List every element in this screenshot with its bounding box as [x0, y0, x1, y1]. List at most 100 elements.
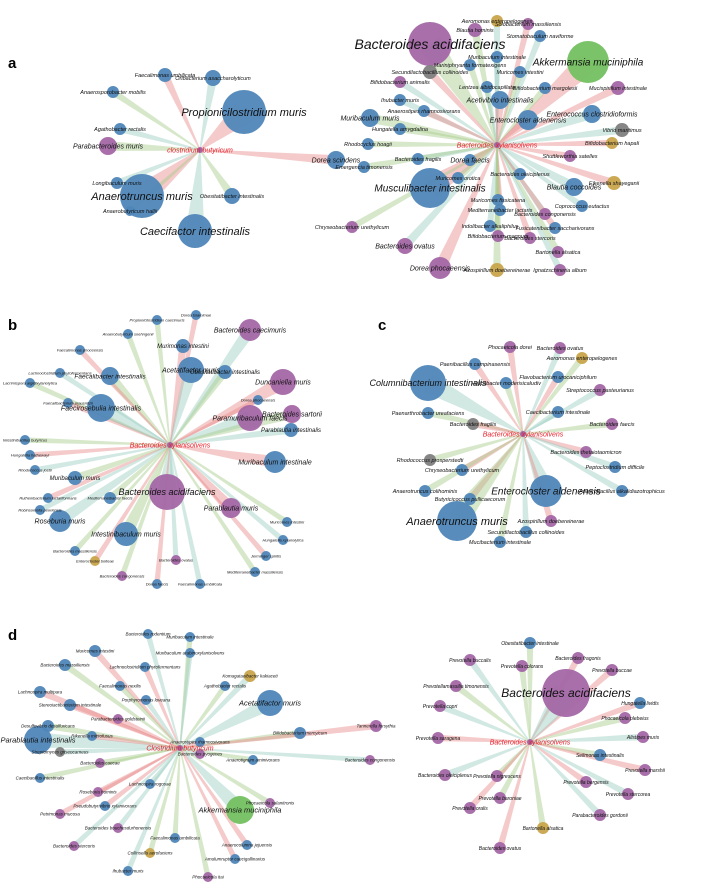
- panel-label-b: b: [8, 317, 17, 334]
- edge-muribaculum-arabinoxylanisolvens: [179, 652, 193, 749]
- node-label-muricomes-fissicatena: Muricomes fissicatena: [471, 198, 525, 204]
- node-mariniphryanta-formatexigens: [464, 59, 476, 71]
- hub-node-bacteroides-xylanisolvens: [167, 442, 173, 448]
- node-anaerobutyricum-hallii: [125, 206, 135, 216]
- node-label-bacteroides-oleiciplenus: Bacteroides oleiciplenus: [418, 773, 472, 779]
- node-aeromonas-enteropelogenes: [576, 352, 588, 364]
- node-label-bacteroides-ovatus: Bacteroides ovatus: [537, 346, 584, 352]
- edge-faecalibacter-intestinalis: [106, 372, 171, 446]
- node-label-enterocloster-aldenensis: Enterocloster aldenensis: [491, 487, 601, 498]
- node-anaerotruncus-muris: [437, 501, 477, 541]
- node-label-bacteroides-bouchesdurhonensis: Bacteroides bouchesdurhonensis: [85, 826, 152, 831]
- edge-columnibacterium-intestinalis: [423, 374, 524, 435]
- edge-bacteroides-massiliensis: [72, 444, 171, 553]
- node-label-anaerotignum-aminivorans: Anaerotignum aminivorans: [225, 758, 280, 763]
- node-dorea-faecis: [464, 154, 476, 166]
- edge-faecalimonas-umbilicata: [161, 73, 201, 151]
- node-label-obesitatibacter-intestinale: Obesitatibacter intestinale: [501, 641, 559, 647]
- node-anaerobacillus-alkalidiazotrophicus: [616, 485, 628, 497]
- node-label-azospirillum-doebereinerae: Azospirillum doebereinerae: [517, 519, 585, 525]
- node-prevotella-oralis: [464, 802, 476, 814]
- edge-bacteroides-rodentium: [145, 633, 181, 749]
- node-label-bacteroides-ovatus: Bacteroides ovatus: [479, 846, 522, 852]
- edge-ruthenibacterium-lactatiformans: [46, 444, 171, 501]
- edge-caecibacterium-intestinale: [522, 409, 560, 435]
- node-streptococcus-pasteurianus: [594, 384, 606, 396]
- node-label-agathobacter-rectalis: Agathobacter rectalis: [203, 684, 247, 689]
- node-label-muribaculum-intestinale: Muribaculum intestinale: [238, 459, 312, 466]
- node-label-prevotella-buccalis: Prevotella buccalis: [449, 658, 491, 664]
- edge-shuttleworthia-satelles: [496, 144, 571, 160]
- node-label-pseudobutyrivibrio-xylanivorans: Pseudobutyrivibrio xylanivorans: [73, 804, 137, 809]
- node-label-bifidobacterium-margolesii: Bifidobacterium margolesii: [513, 86, 578, 92]
- node-jerminger-spiritis: [261, 551, 271, 561]
- edge-muribaculum-intestinale: [179, 636, 193, 749]
- node-label-azospirillum-doebereinerae: Azospirillum doebereinerae: [463, 268, 531, 274]
- node-rikenella-microfusus: [87, 731, 97, 741]
- node-bartonella-alsatica: [537, 822, 549, 834]
- edge-anaerobutyricum-soehngenii: [125, 333, 171, 446]
- edge-anaerotruncus-colihominis: [423, 433, 524, 494]
- node-label-muribaculum-intestinale: Muribaculum intestinale: [468, 55, 526, 61]
- panel-label-c: c: [378, 317, 386, 334]
- node-parablautia-intestinalis: [284, 423, 298, 437]
- node-label-streptococcus-pasteurianus: Streptococcus pasteurianus: [566, 388, 634, 394]
- node-hungatella-xylanolytica: [278, 535, 288, 545]
- node-label-parabacteroides-gordonii: Parabacteroides gordonii: [572, 813, 628, 819]
- node-chryseobacterium-urethylicum: [346, 221, 358, 233]
- edge-bacteroides-stercoris: [496, 144, 534, 240]
- edge-prevotella-baroniae: [497, 741, 531, 800]
- node-hungatella-lividis: [634, 697, 646, 709]
- edge-parablautia-intestinalis: [37, 732, 181, 749]
- node-label-chryseobacterium-urethylicum: Chryseobacterium urethylicum: [315, 225, 390, 231]
- edge-roseburia-hominis: [96, 747, 181, 795]
- edge-prevotella-bergensis: [529, 741, 588, 785]
- node-phocaeicola-salanitronis: [265, 798, 275, 808]
- node-helicobacter-moderisicaludiv: [500, 377, 512, 389]
- node-blautia-hominis: [468, 23, 482, 37]
- edge-mediterraneibacter-massiliensis: [169, 444, 258, 574]
- node-lacrimispora-algidixylanolytica: [25, 378, 35, 388]
- edge-bartonella-alsatica: [529, 741, 547, 829]
- edge-acetatifactor-muris: [169, 368, 198, 446]
- node-flavobacterium-urocaniciphilum: [552, 371, 564, 383]
- node-label-hungatella-lividis: Hungatella lividis: [621, 701, 659, 707]
- node-prevotella-stercorea: [622, 788, 634, 800]
- node-ihubacter-muris: [123, 866, 133, 876]
- node-propionicilostridium-muris: [222, 90, 266, 134]
- node-label-indolibacter-alkaliphilus: Indolibacter alkaliphilus: [462, 224, 519, 230]
- node-pseudobutyrivibrio-xylanivorans: [100, 801, 110, 811]
- node-label-enterocloster-bolteae: Enterocloster bolteae: [76, 558, 115, 563]
- node-label-muribaculum-arabinoxylanisolvens: Muribaculum arabinoxylanisolvens: [156, 651, 226, 656]
- node-label-anaerocolumna-jejuensis: Anaerocolumna jejuensis: [221, 843, 273, 848]
- node-prevotella-copri: [434, 700, 446, 712]
- node-acetivibrio-intestinalis: [491, 91, 509, 109]
- hub-node-bacteroides-xylanisolvens: [527, 739, 533, 745]
- hub-node-clostridium-butyricum: [197, 147, 203, 153]
- node-label-bacteroides-fragilis: Bacteroides fragilis: [450, 422, 497, 428]
- node-lachnoclostridium-phytofermentans: [140, 662, 150, 672]
- node-petrimonas-mucosa: [55, 809, 65, 819]
- edge-mariniphryanta-formatexigens: [466, 63, 498, 146]
- node-label-bacteroides-sartorii: Bacteroides sartorii: [262, 411, 322, 418]
- edge-bacteroides-oleiciplenus: [443, 741, 531, 779]
- node-faecalimonas-umbilicata: [195, 579, 205, 589]
- node-bacteroides-fragilis: [467, 418, 479, 430]
- node-label-parablautia-intestinalis: Parablautia intestinalis: [261, 428, 321, 434]
- node-label-aeromonas-enteropelogenes: Aeromonas enteropelogenes: [546, 356, 618, 362]
- node-peptoclostridium-difficile: [609, 461, 621, 473]
- node-label-bacteroides-fragilis: Bacteroides fragilis: [395, 157, 442, 163]
- edge-faecalimonas-umbilicata: [172, 747, 181, 839]
- node-label-vibrio-maritimus: Vibrio maritimus: [602, 128, 642, 134]
- node-bacteroides-ovatus: [171, 555, 181, 565]
- node-paramuribaculum-faecis: [237, 405, 263, 431]
- node-lentzea-albidocapillata: [481, 81, 493, 93]
- node-label-rikenella-microfusus: Rikenella microfusus: [71, 734, 113, 739]
- node-anaerostipes-rhamnosivorans: [418, 105, 430, 117]
- node-enterococcus-clostridioformis: [583, 105, 601, 123]
- edge-fusicatenibacter-saccharivorans: [496, 144, 558, 230]
- node-label-bifidobacterium-mercyicum: Bifidobacterium mercyicum: [273, 731, 327, 736]
- edge-helicobacter-moderisicaludiv: [502, 381, 524, 435]
- edge-selimonas-intestinalis: [529, 741, 601, 759]
